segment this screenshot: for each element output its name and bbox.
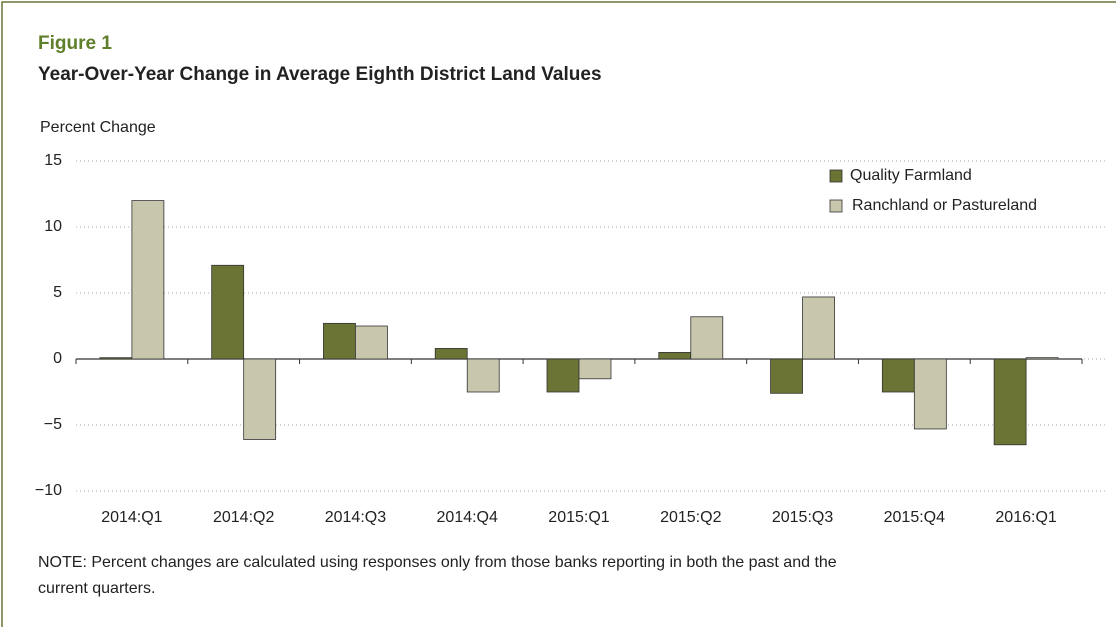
bar [131, 200, 165, 360]
note: NOTE: Percent changes are calculated usi… [38, 554, 837, 571]
legend-label: Ranchland or Pastureland [852, 197, 1037, 214]
note: current quarters. [38, 580, 155, 597]
bar [355, 325, 388, 360]
bar [1025, 357, 1059, 360]
x-tick-label: 2015:Q2 [660, 509, 721, 526]
legend-swatch [829, 199, 843, 213]
x-tick-label: 2015:Q3 [772, 509, 833, 526]
bar [434, 348, 468, 360]
bar [466, 358, 500, 393]
bar [546, 358, 580, 393]
y-tick-label: 5 [53, 284, 62, 301]
bar [802, 296, 835, 360]
bar [323, 322, 356, 360]
y-tick-label: −5 [44, 416, 62, 433]
x-tick-label: 2016:Q1 [995, 509, 1056, 526]
y-axis-label: Percent Change [40, 119, 156, 136]
y-tick-label: 0 [53, 350, 62, 367]
bar [770, 358, 803, 394]
legend-label: Quality Farmland [850, 167, 972, 184]
x-tick-label: 2014:Q2 [213, 509, 274, 526]
bar [578, 358, 612, 380]
x-tick-label: 2014:Q1 [101, 509, 162, 526]
bar [913, 358, 947, 430]
x-tick-label: 2014:Q4 [437, 509, 498, 526]
bar [99, 357, 133, 360]
x-tick-label: 2015:Q1 [548, 509, 609, 526]
x-tick-label: 2014:Q3 [325, 509, 386, 526]
chart-title: Year-Over-Year Change in Average Eighth … [38, 64, 602, 85]
legend-swatch [829, 169, 843, 183]
y-tick-label: −10 [35, 482, 62, 499]
y-tick-label: 10 [44, 218, 62, 235]
bar [993, 358, 1027, 446]
bar [211, 264, 245, 360]
bar [658, 351, 692, 360]
bar [881, 358, 915, 393]
bar [690, 316, 724, 360]
bar [243, 358, 277, 440]
x-tick-label: 2015:Q4 [884, 509, 945, 526]
figure-label: Figure 1 [38, 33, 112, 54]
y-tick-label: 15 [44, 152, 62, 169]
